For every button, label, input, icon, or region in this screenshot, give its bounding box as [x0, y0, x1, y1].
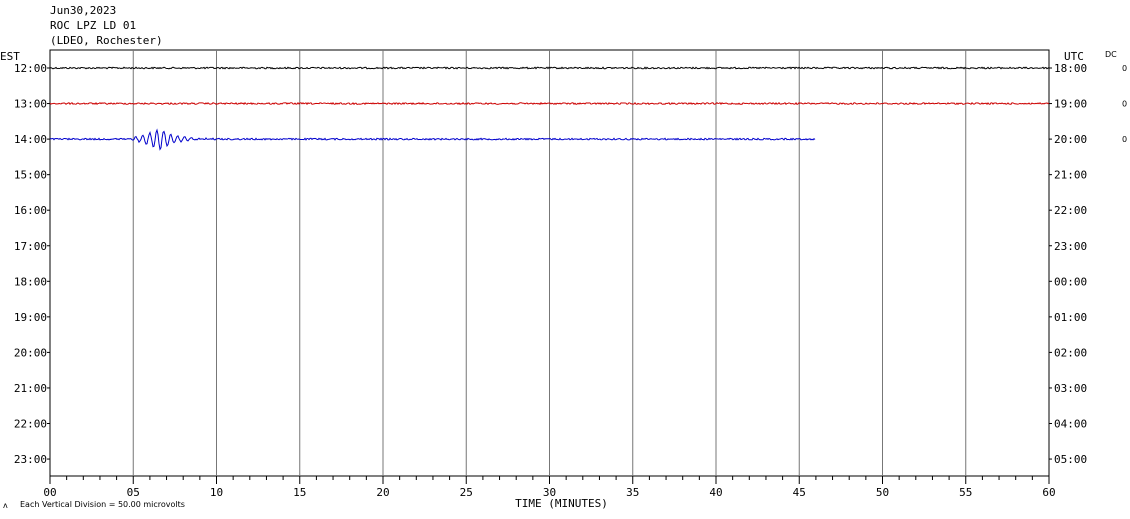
utc-axis-title: UTC	[1064, 50, 1084, 63]
dc-value: 0	[1122, 135, 1127, 144]
utc-row-label: 18:00	[1054, 62, 1087, 75]
est-row-label: 18:00	[14, 275, 47, 288]
est-row-label: 12:00	[14, 62, 47, 75]
x-tick-label: 15	[293, 486, 306, 499]
x-tick-label: 25	[460, 486, 473, 499]
est-row-label: 23:00	[14, 453, 47, 466]
x-tick-label: 10	[210, 486, 223, 499]
est-row-label: 21:00	[14, 382, 47, 395]
utc-row-label: 20:00	[1054, 133, 1087, 146]
est-row-label: 17:00	[14, 240, 47, 253]
x-axis-label: TIME (MINUTES)	[515, 497, 608, 510]
utc-row-label: 02:00	[1054, 346, 1087, 359]
station-code: ROC LPZ LD 01	[50, 19, 137, 32]
est-row-label: 22:00	[14, 418, 47, 431]
est-row-label: 19:00	[14, 311, 47, 324]
est-row-label: 20:00	[14, 346, 47, 359]
utc-row-label: 01:00	[1054, 311, 1087, 324]
x-tick-label: 05	[127, 486, 140, 499]
chart-traces	[49, 66, 1050, 151]
est-row-label: 15:00	[14, 169, 47, 182]
x-tick-label: 20	[376, 486, 389, 499]
trace-row-1	[49, 101, 1050, 106]
utc-row-label: 00:00	[1054, 275, 1087, 288]
x-tick-label: 45	[793, 486, 806, 499]
utc-row-label: 03:00	[1054, 382, 1087, 395]
trace-row-0	[49, 66, 1050, 70]
plot-date: Jun30,2023	[50, 4, 117, 17]
scale-note: Each Vertical Division = 50.00 microvolt…	[20, 500, 185, 509]
utc-row-label: 21:00	[1054, 169, 1087, 182]
x-tick-label: 60	[1042, 486, 1055, 499]
utc-row-label: 05:00	[1054, 453, 1087, 466]
x-tick-label: 55	[959, 486, 972, 499]
network-name: (LDEO, Rochester)	[50, 34, 163, 47]
utc-row-label: 22:00	[1054, 204, 1087, 217]
utc-row-label: 04:00	[1054, 418, 1087, 431]
trace-row-2	[49, 128, 816, 151]
footer-mark: ᴧ	[3, 501, 8, 510]
utc-row-label: 19:00	[1054, 98, 1087, 111]
x-tick-label: 50	[876, 486, 889, 499]
x-tick-label: 30	[543, 486, 556, 499]
x-tick-label: 00	[43, 486, 56, 499]
chart-grid	[47, 49, 1052, 484]
x-tick-label: 35	[626, 486, 639, 499]
dc-value: 0	[1122, 64, 1127, 73]
est-axis-title: EST	[0, 50, 20, 63]
utc-row-label: 23:00	[1054, 240, 1087, 253]
dc-value: 0	[1122, 100, 1127, 109]
est-row-label: 16:00	[14, 204, 47, 217]
est-row-label: 13:00	[14, 98, 47, 111]
dc-label: DC	[1105, 50, 1117, 59]
x-tick-label: 40	[709, 486, 722, 499]
est-row-label: 14:00	[14, 133, 47, 146]
